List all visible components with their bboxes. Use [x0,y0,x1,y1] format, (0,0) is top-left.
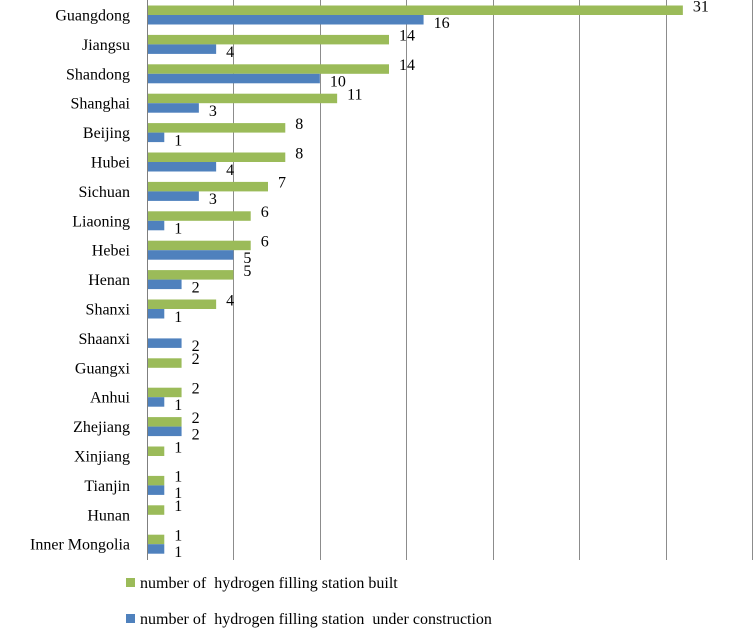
bar-built-guangxi [148,358,182,368]
gridlines [147,0,753,560]
category-label-guangxi: Guangxi [75,360,131,377]
bar-under-construction-jiangsu [148,44,217,54]
value-label-under-construction-jiangsu: 4 [226,44,234,61]
value-label-built-hubei: 8 [295,145,303,162]
legend-label-built: number of hydrogen filling station built [140,575,398,592]
value-label-under-construction-shanxi: 1 [174,309,182,326]
value-label-built-beijing: 8 [295,116,303,133]
value-label-built-shanghai: 11 [347,86,362,103]
bar-built-hunan [148,505,165,515]
bar-built-shanxi [148,299,217,309]
value-label-under-construction-anhui: 1 [174,397,182,414]
category-label-beijing: Beijing [83,125,130,142]
bar-built-hebei [148,240,251,251]
bar-under-construction-guangdong [148,15,424,25]
bar-built-beijing [148,123,286,133]
value-label-built-zhejiang: 2 [192,410,200,427]
value-label-under-construction-guangdong: 16 [434,15,450,32]
value-label-under-construction-inner-mongolia: 1 [174,544,182,561]
bar-built-liaoning [148,211,251,221]
value-label-built-guangxi: 2 [192,351,200,368]
category-label-anhui: Anhui [90,390,131,407]
value-label-under-construction-shaanxi: 2 [192,338,200,355]
bar-under-construction-liaoning [148,220,165,231]
legend: number of hydrogen filling station built… [126,575,492,628]
bar-under-construction-anhui [148,397,165,407]
legend-swatch-under-construction [126,614,135,623]
bar-built-jiangsu [148,34,389,45]
value-label-under-construction-henan: 2 [192,279,200,296]
category-label-liaoning: Liaoning [72,213,130,230]
value-label-under-construction-zhejiang: 2 [192,426,200,443]
value-label-built-jiangsu: 14 [399,28,415,45]
category-label-sichuan: Sichuan [78,184,130,201]
value-label-built-shanxi: 4 [226,292,234,309]
bar-under-construction-shaanxi [148,338,182,348]
category-label-hunan: Hunan [87,507,130,524]
bar-built-hubei [148,152,286,162]
value-label-built-sichuan: 7 [278,175,286,192]
bar-under-construction-inner-mongolia [148,544,165,554]
value-label-built-tianjin: 1 [174,469,182,486]
legend-label-under-construction: number of hydrogen filling station under… [140,611,492,628]
legend-swatch-built [126,578,135,587]
value-label-under-construction-hubei: 4 [226,162,234,179]
value-label-under-construction-hebei: 5 [243,250,251,267]
category-label-xinjiang: Xinjiang [74,449,130,466]
category-label-henan: Henan [88,272,130,289]
bar-under-construction-shandong [148,73,320,84]
value-label-built-xinjiang: 1 [174,439,182,456]
category-label-guangdong: Guangdong [55,8,130,25]
bar-under-construction-tianjin [148,485,165,495]
bar-built-anhui [148,387,182,398]
bar-under-construction-shanghai [148,103,199,113]
bar-under-construction-shanxi [148,309,165,319]
category-label-jiangsu: Jiangsu [82,37,130,54]
value-label-under-construction-sichuan: 3 [209,191,217,208]
value-label-built-inner-mongolia: 1 [174,527,182,544]
bar-built-shandong [148,64,389,74]
bar-under-construction-beijing [148,132,165,143]
bar-built-xinjiang [148,446,165,456]
bar-under-construction-zhejiang [148,426,182,437]
category-label-hubei: Hubei [91,155,131,172]
bar-built-shanghai [148,93,338,104]
value-label-built-anhui: 2 [192,380,200,397]
value-label-built-shandong: 14 [399,57,415,74]
value-label-under-construction-beijing: 1 [174,132,182,149]
value-label-built-hunan: 1 [174,498,182,515]
bars [148,5,683,554]
category-labels: Guangdong Jiangsu Shandong Shanghai Beijing H… [30,8,131,554]
bar-built-inner-mongolia [148,534,165,545]
category-label-shandong: Shandong [66,66,130,83]
value-label-under-construction-shanghai: 3 [209,103,217,120]
category-label-tianjin: Tianjin [84,478,130,495]
bar-built-henan [148,270,234,280]
bar-built-tianjin [148,475,165,486]
category-label-inner-mongolia: Inner Mongolia [30,537,130,554]
bar-under-construction-henan [148,279,182,290]
bar-built-zhejiang [148,417,182,427]
value-label-built-hebei: 6 [261,233,269,250]
value-label-built-henan: 5 [243,263,251,280]
bar-built-guangdong [148,5,683,15]
value-label-built-guangdong: 31 [693,0,709,15]
value-label-under-construction-liaoning: 1 [174,221,182,238]
category-label-shanghai: Shanghai [70,96,130,113]
category-label-shaanxi: Shaanxi [78,331,130,348]
value-label-under-construction-shandong: 10 [330,74,346,91]
value-label-under-construction-tianjin: 1 [174,485,182,502]
bar-under-construction-hubei [148,162,217,172]
bar-under-construction-sichuan [148,191,199,201]
bar-under-construction-hebei [148,250,234,260]
bar-built-sichuan [148,181,268,192]
category-label-zhejiang: Zhejiang [73,419,130,436]
category-label-shanxi: Shanxi [86,302,131,319]
value-label-built-liaoning: 6 [261,204,269,221]
category-label-hebei: Hebei [92,243,131,260]
